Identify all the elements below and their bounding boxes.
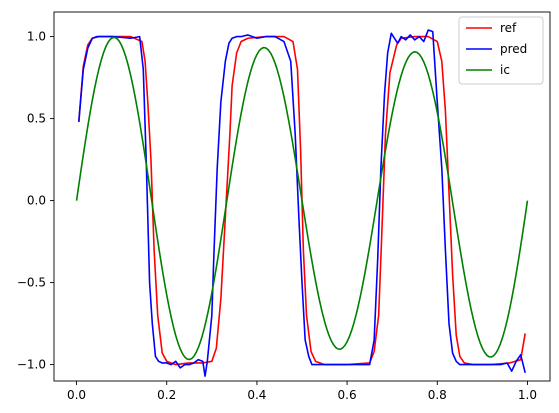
series-line-ic — [75, 36, 529, 361]
y-tick-label: −1.0 — [17, 358, 46, 372]
x-tick-label: 0.0 — [67, 388, 86, 402]
y-axis: −1.0 −0.5 0.0 0.5 1.0 — [17, 30, 54, 372]
legend-label-pred: pred — [500, 42, 527, 56]
legend-label-ic: ic — [500, 63, 510, 77]
series-line-pred — [78, 29, 526, 377]
x-tick-label: 1.0 — [518, 388, 537, 402]
x-tick-label: 0.4 — [247, 388, 266, 402]
plot-frame — [53, 11, 551, 382]
y-tick-label: 0.0 — [27, 194, 46, 208]
x-tick-label: 0.8 — [428, 388, 447, 402]
y-tick-label: −0.5 — [17, 276, 46, 290]
legend: ref pred ic — [458, 16, 544, 85]
legend-label-ref: ref — [500, 21, 517, 35]
x-tick-label: 0.6 — [338, 388, 357, 402]
legend-box — [458, 16, 544, 85]
y-tick-label: 1.0 — [27, 30, 46, 44]
y-tick-label: 0.5 — [27, 112, 46, 126]
series-lines — [75, 29, 529, 377]
x-axis: 0.0 0.2 0.4 0.6 0.8 1.0 — [67, 381, 537, 402]
x-tick-label: 0.2 — [157, 388, 176, 402]
series-line-ref — [78, 35, 526, 366]
